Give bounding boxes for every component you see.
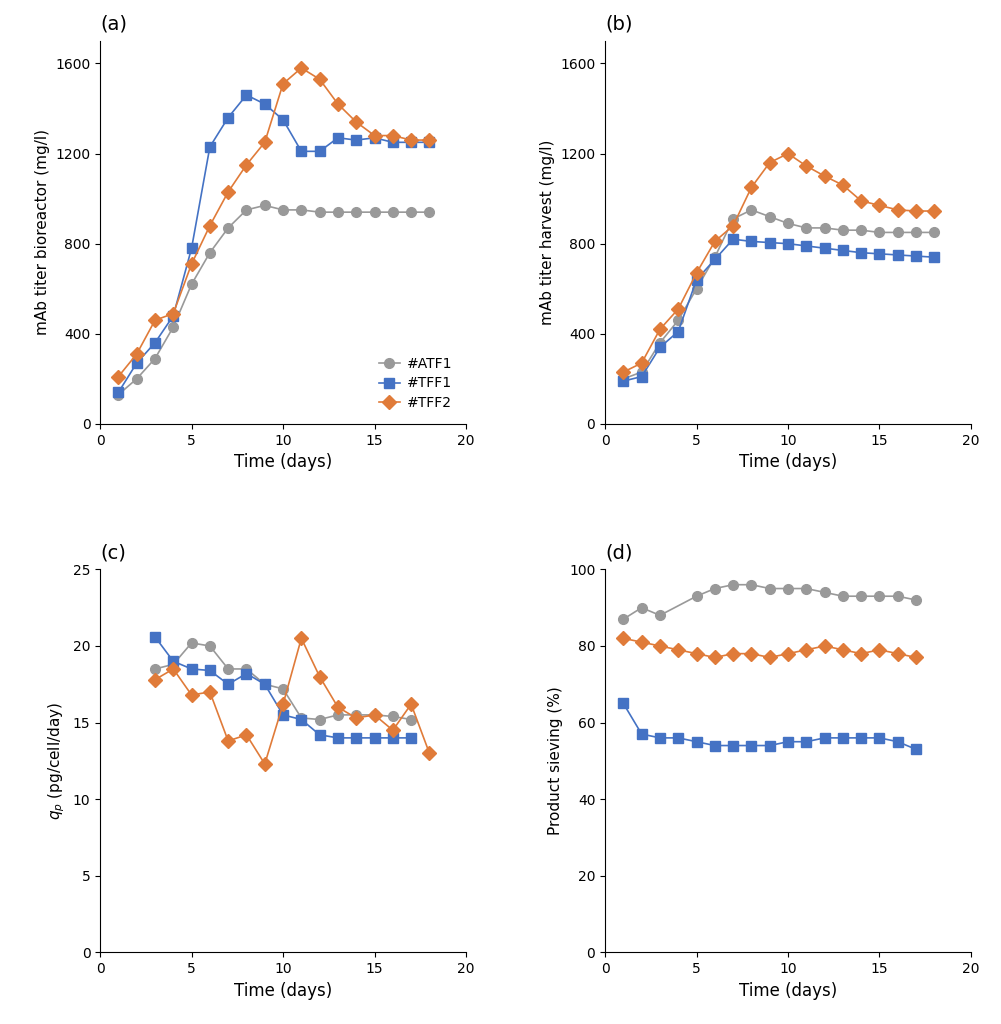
Y-axis label: $q_p$ (pg/cell/day): $q_p$ (pg/cell/day) [47,701,67,820]
Legend: #ATF1, #TFF1, #TFF2: #ATF1, #TFF1, #TFF2 [372,350,459,417]
X-axis label: Time (days): Time (days) [234,982,332,999]
Text: (b): (b) [605,15,633,34]
Y-axis label: mAb titer bioreactor (mg/l): mAb titer bioreactor (mg/l) [35,129,50,336]
Y-axis label: mAb titer harvest (mg/l): mAb titer harvest (mg/l) [540,139,555,325]
Text: (c): (c) [100,544,126,562]
Text: (a): (a) [100,15,127,34]
Text: (d): (d) [605,544,633,562]
X-axis label: Time (days): Time (days) [739,454,837,471]
Y-axis label: Product sieving (%): Product sieving (%) [549,686,564,836]
X-axis label: Time (days): Time (days) [234,454,332,471]
X-axis label: Time (days): Time (days) [739,982,837,999]
